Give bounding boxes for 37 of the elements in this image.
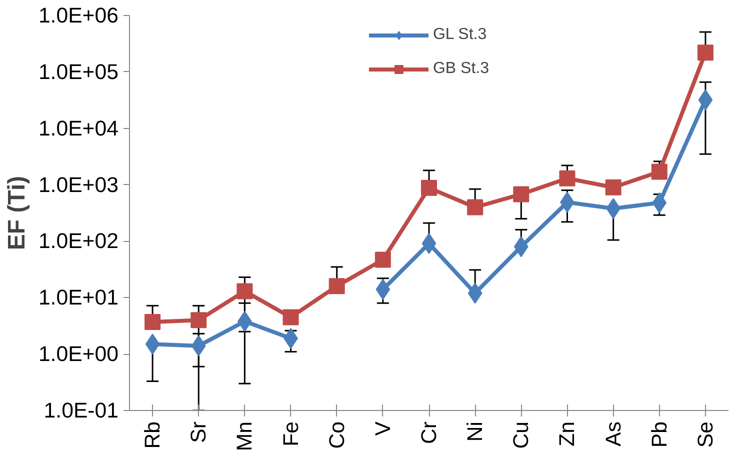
point	[697, 44, 714, 61]
point	[467, 199, 484, 216]
x-tick-label: Se	[693, 421, 718, 448]
y-axis-title: EF (Ti)	[3, 176, 30, 250]
y-tick-label: 1.0E+00	[38, 342, 119, 366]
x-tick-label: Pb	[647, 421, 672, 448]
y-tick-label: 1.0E+06	[38, 4, 119, 28]
y-tick-label: 1.0E-01	[44, 398, 119, 422]
legend-label: GL St.3	[432, 26, 487, 44]
x-tick-label: Sr	[186, 422, 211, 443]
y-tick-label: 1.0E+04	[38, 116, 119, 140]
point	[421, 180, 437, 196]
point	[282, 309, 299, 326]
point	[236, 283, 253, 300]
y-tick-label: 1.0E+03	[38, 172, 119, 197]
point	[374, 252, 391, 268]
legend-label: GB St.3	[432, 60, 490, 78]
point	[144, 314, 161, 330]
x-tick-label: Fe	[278, 422, 303, 446]
y-tick-label: 1.0E+01	[38, 286, 119, 310]
y-tick-label: 1.0E+05	[38, 60, 119, 84]
point	[190, 312, 207, 328]
point	[559, 170, 576, 186]
x-tick-label: Cr	[417, 421, 441, 444]
point	[651, 164, 668, 180]
point	[605, 179, 622, 196]
x-tick-label: V	[370, 420, 395, 436]
x-tick-label: As	[601, 422, 626, 446]
y-tick-label: 1.0E+02	[38, 229, 119, 254]
x-tick-label: Mn	[232, 421, 257, 452]
x-tick-label: Rb	[140, 422, 165, 449]
x-tick-label: Ni	[463, 421, 488, 442]
point	[513, 186, 530, 202]
x-tick-label: Zn	[555, 422, 580, 446]
x-tick-label: Cu	[509, 422, 534, 449]
point	[328, 278, 345, 294]
x-tick-label: Co	[324, 422, 349, 449]
